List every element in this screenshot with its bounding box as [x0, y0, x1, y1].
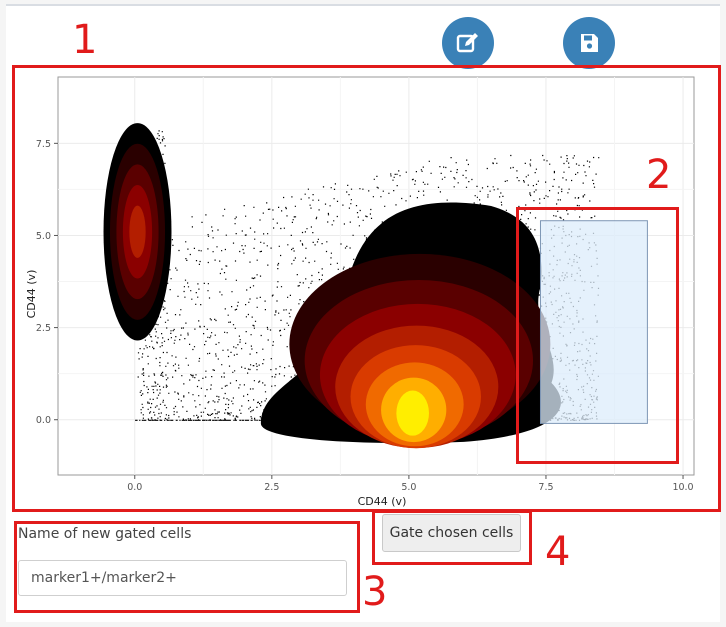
x-axis-label: CD44 (v) — [358, 495, 407, 508]
x-tick-label: 2.5 — [264, 482, 279, 493]
y-tick-label: 5.0 — [36, 231, 51, 242]
gated-cells-name-input[interactable] — [18, 560, 347, 596]
y-tick-label: 0.0 — [36, 415, 51, 426]
annotation-box-gate — [516, 207, 679, 464]
density-contour — [129, 205, 146, 258]
gate-chosen-cells-button[interactable]: Gate chosen cells — [382, 514, 521, 552]
axis-ticks: 0.0 2.5 5.0 7.5 10.0 0.0 2.5 5.0 7.5 — [36, 139, 694, 493]
floppy-disk-icon — [581, 34, 598, 52]
edit-button[interactable] — [442, 17, 494, 69]
save-button[interactable] — [563, 17, 615, 69]
annotation-label-1: 1 — [72, 17, 98, 63]
edit-icon — [456, 33, 478, 53]
density-contour — [396, 390, 429, 436]
annotation-label-3: 3 — [362, 569, 388, 615]
annotation-label-2: 2 — [646, 152, 672, 198]
y-axis-label: CD44 (v) — [25, 270, 38, 319]
gate-selection-rectangle[interactable] — [539, 220, 648, 424]
density-contours — [103, 123, 561, 449]
y-tick-label: 2.5 — [36, 323, 51, 334]
y-tick-label: 7.5 — [36, 139, 51, 150]
scatter-density-plot[interactable]: 0.0 2.5 5.0 7.5 10.0 0.0 2.5 5.0 7.5 CD44 (v) CD… — [20, 72, 710, 508]
annotation-box-name — [14, 521, 360, 613]
x-tick-label: 10.0 — [672, 482, 693, 493]
x-tick-label: 5.0 — [401, 482, 416, 493]
x-tick-label: 7.5 — [538, 482, 553, 493]
annotation-label-4: 4 — [545, 529, 571, 575]
x-tick-label: 0.0 — [127, 482, 142, 493]
annotation-box-button — [372, 510, 532, 565]
annotation-box-plot — [12, 65, 721, 512]
name-field-label: Name of new gated cells — [18, 526, 192, 542]
